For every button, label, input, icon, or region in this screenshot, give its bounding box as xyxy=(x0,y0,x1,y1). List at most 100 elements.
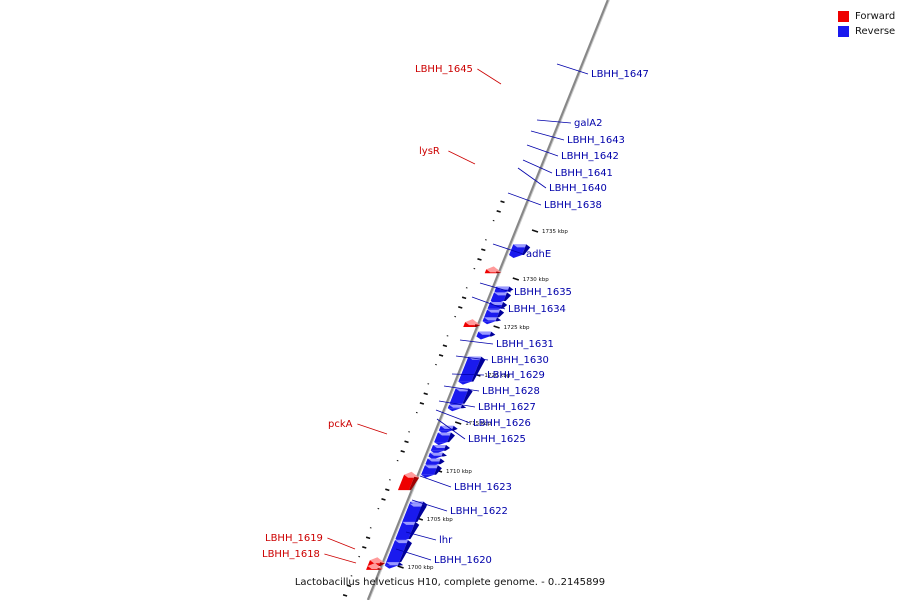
tick-label: 1735 kbp xyxy=(542,229,568,235)
gene-LBHH_1619[interactable] xyxy=(367,557,385,566)
gene-label: LBHH_1635 xyxy=(514,287,572,298)
gene-label: galA2 xyxy=(574,118,602,129)
minor-tick xyxy=(423,392,428,396)
gene-label: LBHH_1623 xyxy=(454,482,512,493)
gene-LBHH_1647[interactable] xyxy=(509,244,531,258)
gene-LBHH_1638[interactable] xyxy=(476,331,496,340)
gene-LBHH_1629[interactable] xyxy=(430,445,450,454)
gene-arrow-tip xyxy=(421,474,435,478)
gene-bevel-side xyxy=(438,458,445,465)
label-leader xyxy=(530,130,565,141)
gene-arrow-tip xyxy=(430,450,444,454)
gene-label: LBHH_1629 xyxy=(487,370,545,381)
legend-item-reverse: Reverse xyxy=(838,24,895,39)
minor-tick xyxy=(362,546,367,549)
major-tick xyxy=(454,421,462,425)
label-leader xyxy=(536,119,572,124)
label-leader xyxy=(522,159,553,174)
strand-legend: Forward Reverse xyxy=(838,9,895,39)
gene-bevel-side xyxy=(415,503,427,522)
gene-arrow-tip xyxy=(428,456,442,460)
minor-tick xyxy=(442,344,448,348)
tick-label: 1730 kbp xyxy=(523,277,549,283)
gene-label: LBHH_1619 xyxy=(265,533,323,544)
tick-label: 1705 kbp xyxy=(427,517,453,523)
gene-lysR[interactable] xyxy=(463,319,481,327)
gene-LBHH_1643[interactable] xyxy=(490,292,512,305)
gene-arrow-tip xyxy=(476,336,490,340)
minor-tick xyxy=(400,450,405,453)
label-leader xyxy=(477,68,502,85)
gene-LBHH_1640[interactable] xyxy=(482,317,502,325)
legend-forward-label: Forward xyxy=(855,11,896,22)
gene-label: LBHH_1625 xyxy=(468,434,526,445)
gene-adhE[interactable] xyxy=(458,356,486,385)
forward-swatch xyxy=(838,11,849,22)
gene-bevel-side xyxy=(497,309,505,318)
gene-LBHH_1645[interactable] xyxy=(484,266,502,274)
major-tick xyxy=(397,565,404,569)
label-leader xyxy=(451,373,485,376)
gene-LBHH_1620[interactable] xyxy=(384,562,404,569)
label-leader xyxy=(395,548,432,561)
minor-tick xyxy=(385,488,390,492)
gene-bevel-side xyxy=(522,244,531,255)
label-leader xyxy=(419,475,452,488)
gene-body[interactable] xyxy=(458,356,482,382)
major-tick xyxy=(531,229,539,233)
minor-tick xyxy=(419,402,425,405)
minor-tick xyxy=(346,584,352,588)
gene-label: LBHH_1638 xyxy=(544,200,602,211)
label-leader xyxy=(455,355,489,361)
gene-LBHH_1630[interactable] xyxy=(434,432,455,446)
gene-arrow-tip xyxy=(367,563,383,569)
reverse-swatch xyxy=(838,26,849,37)
gene-bevel-side xyxy=(489,331,496,337)
gene-label: LBHH_1627 xyxy=(478,402,536,413)
label-leader xyxy=(435,409,471,424)
gene-arrow-tip xyxy=(458,381,472,385)
axis-ticks: 1735 kbp 1730 kbp 1725 kbp 1720 kbp 1715 kbp… xyxy=(342,200,568,597)
tick-label: 1720 kbp xyxy=(484,373,510,379)
gene-LBHH_1626[interactable] xyxy=(421,465,442,478)
gene-bevel-side xyxy=(441,452,447,457)
gene-label: adhE xyxy=(526,249,551,260)
gene-pckA[interactable] xyxy=(397,471,420,491)
gene-bevel-side xyxy=(460,404,467,409)
gene-body[interactable] xyxy=(395,521,416,540)
gene-arrow-tip xyxy=(486,266,502,273)
label-leader xyxy=(507,192,542,206)
gene-label: LBHH_1642 xyxy=(561,151,619,162)
gene-label: pckA xyxy=(328,419,353,430)
label-leader xyxy=(471,296,506,310)
gene-bevel-side xyxy=(503,292,512,302)
gene-label: LBHH_1643 xyxy=(567,135,625,146)
gene-body[interactable] xyxy=(386,540,408,563)
gene-label: LBHH_1630 xyxy=(491,355,549,366)
gene-bevel-side xyxy=(434,465,442,475)
gene-LBHH_1628[interactable] xyxy=(428,452,447,460)
gene-arrow-tip xyxy=(482,321,496,325)
minor-tick xyxy=(438,354,444,357)
gene-bevel-side xyxy=(399,540,412,563)
legend-reverse-label: Reverse xyxy=(855,26,896,37)
gene-LBHH_1618[interactable] xyxy=(366,563,383,570)
gene-label: LBHH_1647 xyxy=(591,69,649,80)
gene-body[interactable] xyxy=(397,474,416,491)
gene-label: LBHH_1645 xyxy=(415,64,473,75)
minor-tick xyxy=(461,296,467,300)
gene-label: LBHH_1628 xyxy=(482,386,540,397)
tick-label: 1725 kbp xyxy=(504,325,530,331)
gene-bevel-side xyxy=(462,388,473,404)
genome-caption: Lactobacillus helveticus H10, complete g… xyxy=(294,577,606,588)
gene-body[interactable] xyxy=(449,388,469,404)
gene-features xyxy=(366,244,531,570)
gene-label: lhr xyxy=(439,535,453,546)
gene-LBHH_1634[interactable] xyxy=(447,404,467,412)
gene-arrow-tip xyxy=(509,254,523,258)
label-leader xyxy=(357,423,388,435)
gene-bevel-side xyxy=(500,302,508,309)
gene-body[interactable] xyxy=(402,503,423,522)
gene-arrow-tip xyxy=(438,430,452,434)
label-leader xyxy=(324,553,357,564)
